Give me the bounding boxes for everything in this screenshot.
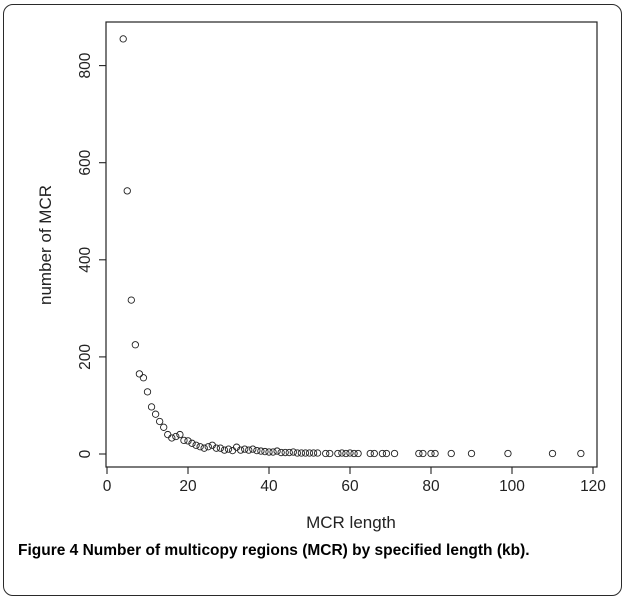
- data-point: [155, 417, 164, 426]
- data-point: [172, 432, 180, 441]
- data-point: [228, 446, 237, 455]
- data-point: [419, 449, 427, 458]
- data-point: [143, 388, 152, 396]
- plot-area-border: [105, 21, 598, 468]
- data-point: [127, 296, 135, 304]
- data-point: [334, 449, 342, 458]
- caption-text: Number of multicopy regions (MCR) by spe…: [82, 542, 530, 559]
- data-point: [220, 446, 229, 454]
- data-point: [285, 448, 293, 457]
- data-point: [281, 448, 289, 457]
- x-tick-label: 0: [103, 478, 112, 495]
- data-point: [390, 449, 399, 458]
- y-tick-label: 800: [77, 52, 94, 78]
- x-axis-title: MCR length: [306, 513, 396, 532]
- x-tick-label: 20: [179, 478, 197, 495]
- caption-label: Figure 4: [18, 542, 79, 559]
- data-point: [350, 449, 358, 458]
- data-point: [431, 449, 439, 458]
- data-point: [249, 445, 257, 453]
- data-point: [313, 449, 322, 457]
- data-point: [273, 447, 281, 455]
- data-point: [415, 449, 423, 458]
- data-point: [204, 443, 212, 451]
- data-point: [168, 434, 176, 442]
- data-point: [192, 441, 200, 449]
- y-axis-title: number of MCR: [36, 185, 55, 305]
- data-point: [338, 449, 346, 457]
- x-tick-label: 60: [341, 478, 359, 495]
- data-point: [382, 449, 391, 458]
- data-point: [277, 448, 285, 457]
- data-point: [131, 341, 140, 349]
- data-point: [164, 430, 172, 439]
- data-point: [224, 445, 233, 453]
- data-point: [289, 448, 297, 456]
- x-tick-label: 40: [260, 478, 278, 495]
- data-point: [346, 449, 354, 457]
- data-point: [301, 449, 310, 457]
- data-point: [245, 446, 253, 454]
- data-point: [297, 449, 306, 457]
- data-point: [188, 439, 196, 447]
- data-point: [147, 403, 156, 411]
- data-point: [269, 448, 277, 456]
- data-point: [139, 374, 148, 382]
- data-point: [236, 446, 245, 454]
- data-point: [176, 430, 184, 439]
- data-point: [135, 370, 144, 378]
- data-point: [427, 449, 435, 458]
- y-tick-label: 400: [77, 246, 94, 272]
- data-point: [151, 410, 160, 418]
- data-point: [548, 449, 557, 458]
- data-point: [261, 447, 269, 456]
- y-tick-label: 200: [77, 344, 94, 370]
- data-point: [200, 444, 208, 452]
- data-point: [326, 449, 334, 458]
- data-point: [366, 449, 374, 458]
- data-point: [180, 436, 188, 445]
- x-tick-label: 80: [422, 478, 440, 495]
- data-point: [354, 449, 362, 458]
- data-point: [305, 449, 314, 457]
- x-tick-label: 100: [499, 478, 525, 495]
- data-point: [216, 444, 225, 452]
- figure-caption: Figure 4 Number of multicopy regions (MC…: [18, 538, 608, 564]
- y-axis: 0 200 400 600 800: [77, 52, 106, 458]
- data-point: [196, 443, 204, 451]
- data-point: [184, 437, 192, 445]
- data-point: [342, 449, 350, 458]
- data-point: [212, 444, 221, 452]
- data-point: [504, 449, 512, 458]
- y-tick-label: 600: [77, 149, 94, 175]
- y-tick-label: 0: [77, 449, 94, 458]
- data-point: [160, 423, 168, 431]
- data-point: [265, 448, 273, 456]
- data-point: [241, 445, 249, 453]
- data-point: [293, 449, 301, 457]
- data-point: [253, 446, 261, 455]
- data-points: [119, 35, 585, 458]
- data-point: [467, 449, 476, 458]
- data-point: [322, 449, 330, 458]
- data-point: [257, 447, 265, 455]
- x-tick-label: 120: [580, 478, 606, 495]
- x-axis: 0 20 40 60 80 100 120: [103, 467, 606, 495]
- data-point: [309, 449, 318, 457]
- data-point: [119, 35, 127, 43]
- data-point: [370, 449, 378, 458]
- data-point: [447, 449, 455, 458]
- data-point: [577, 449, 585, 458]
- data-point: [378, 449, 387, 458]
- data-point: [123, 187, 131, 195]
